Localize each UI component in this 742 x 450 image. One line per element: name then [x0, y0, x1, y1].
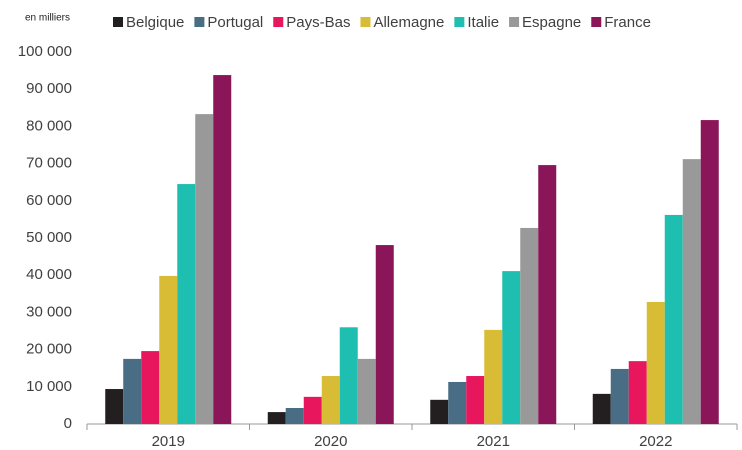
bar — [538, 165, 557, 424]
x-tick-label: 2020 — [314, 433, 347, 450]
y-tick-label: 100 000 — [18, 43, 72, 60]
bar — [664, 214, 683, 424]
bar — [466, 376, 485, 424]
bar — [159, 275, 178, 424]
bar — [375, 245, 394, 424]
y-tick-label: 90 000 — [26, 80, 72, 97]
bar — [213, 75, 232, 425]
x-tick-label: 2022 — [639, 433, 672, 450]
x-tick-label: 2019 — [152, 433, 185, 450]
bar — [321, 376, 340, 424]
bar — [502, 271, 521, 424]
bar — [339, 327, 358, 424]
bar — [105, 389, 124, 424]
y-tick-label: 60 000 — [26, 192, 72, 209]
bar — [700, 120, 719, 425]
y-tick-label: 70 000 — [26, 155, 72, 172]
y-tick-label: 80 000 — [26, 117, 72, 134]
legend-label: Italie — [467, 14, 499, 31]
y-tick-label: 10 000 — [26, 378, 72, 395]
bar — [267, 412, 286, 424]
bar — [646, 301, 665, 424]
y-tick-label: 40 000 — [26, 266, 72, 283]
legend-marker — [591, 17, 602, 27]
legend-label: Portugal — [207, 14, 263, 31]
y-tick-label: 0 — [64, 415, 72, 432]
bar — [285, 408, 304, 424]
bar — [177, 184, 196, 424]
legend-marker — [273, 17, 284, 27]
bar — [195, 114, 214, 425]
bar — [141, 351, 160, 424]
bar — [303, 396, 322, 424]
bar — [123, 358, 142, 424]
y-tick-label: 30 000 — [26, 303, 72, 320]
bar — [592, 393, 611, 424]
bar — [484, 329, 503, 424]
y-tick-label: 50 000 — [26, 229, 72, 246]
bar — [628, 361, 647, 424]
legend-marker — [113, 17, 123, 27]
legend-marker — [360, 17, 371, 27]
legend-label: France — [604, 14, 651, 31]
bar — [430, 399, 449, 424]
y-axis-label: en milliers — [25, 13, 70, 24]
bar — [448, 381, 467, 424]
legend-label: Pays-Bas — [286, 14, 350, 31]
bar — [682, 159, 701, 425]
x-tick-label: 2021 — [477, 433, 510, 450]
legend-label: Allemagne — [373, 14, 444, 31]
legend-label: Espagne — [522, 14, 581, 31]
legend-marker — [194, 17, 205, 27]
y-tick-label: 20 000 — [26, 341, 72, 358]
legend-marker — [454, 17, 465, 27]
bar — [520, 227, 539, 424]
legend-marker — [509, 17, 520, 27]
bar — [357, 358, 376, 424]
bar — [610, 368, 629, 424]
legend-label: Belgique — [126, 14, 184, 31]
